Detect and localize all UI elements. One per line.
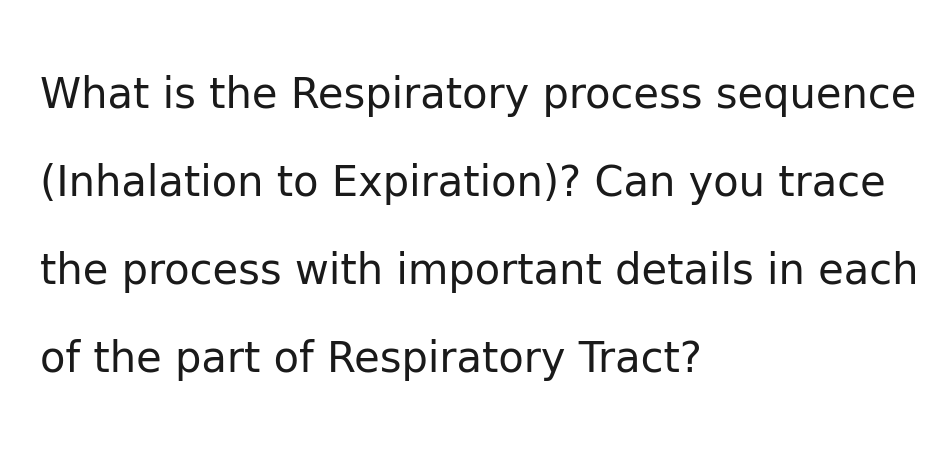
Text: What is the Respiratory process sequence: What is the Respiratory process sequence — [40, 75, 916, 117]
Text: of the part of Respiratory Tract?: of the part of Respiratory Tract? — [40, 339, 701, 381]
Text: the process with important details in each: the process with important details in ea… — [40, 251, 918, 293]
Text: (Inhalation to Expiration)? Can you trace: (Inhalation to Expiration)? Can you trac… — [40, 163, 885, 205]
